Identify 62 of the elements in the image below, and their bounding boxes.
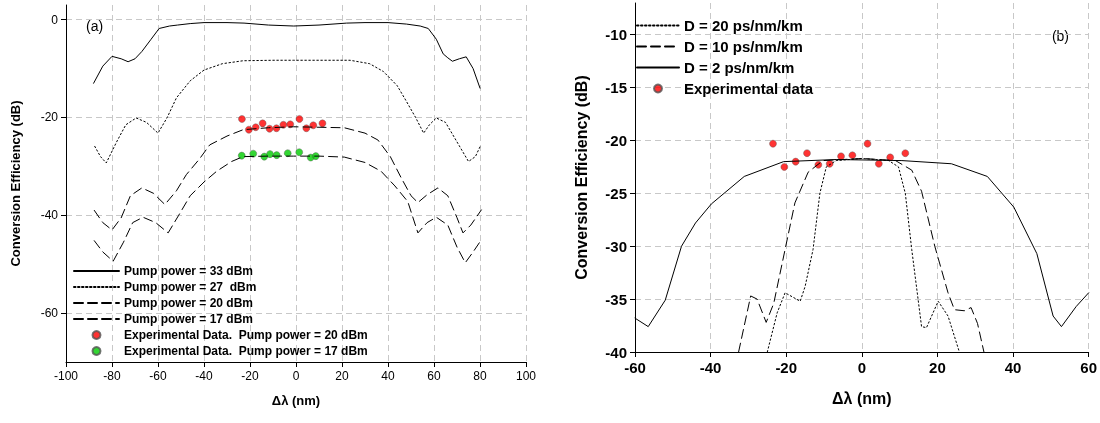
annotation: (b) bbox=[1051, 28, 1070, 44]
x-tick-label: 40 bbox=[381, 369, 395, 383]
x-tick-label: 100 bbox=[515, 369, 537, 383]
point bbox=[875, 160, 883, 168]
point bbox=[837, 152, 845, 161]
y-tick-label: -10 bbox=[605, 26, 627, 44]
x-tick-label: -60 bbox=[149, 369, 167, 383]
point bbox=[769, 139, 777, 148]
point bbox=[258, 119, 267, 128]
point bbox=[279, 121, 288, 129]
point bbox=[237, 151, 246, 160]
point bbox=[901, 149, 910, 157]
x-tick-label: 60 bbox=[427, 369, 441, 383]
x-tick-label: 0 bbox=[292, 369, 300, 383]
x-axis-title: Δλ (nm) bbox=[832, 389, 892, 407]
x-tick-label: -20 bbox=[775, 359, 798, 376]
x-tick-label: 0 bbox=[857, 359, 866, 376]
point bbox=[803, 149, 811, 157]
y-tick-label: -25 bbox=[605, 184, 627, 202]
y-tick-label: -15 bbox=[605, 79, 627, 97]
y-axis-title: Conversion Efficiency (dB) bbox=[8, 100, 23, 267]
y-tick-label: -35 bbox=[605, 290, 627, 308]
legend-label: Pump power = 33 dBm bbox=[124, 264, 254, 278]
point bbox=[249, 149, 257, 158]
x-tick-label: -40 bbox=[195, 369, 213, 383]
point bbox=[295, 115, 304, 123]
legend-label: D = 2 ps/nm/km bbox=[684, 59, 795, 76]
x-axis-title: Δλ (nm) bbox=[271, 393, 321, 408]
x-tick-label: -60 bbox=[624, 359, 646, 376]
point bbox=[848, 151, 857, 160]
legend-label: Pump power = 17 dBm bbox=[124, 312, 254, 326]
x-tick-label: 80 bbox=[473, 369, 487, 383]
legend-label: D = 10 ps/nm/km bbox=[684, 38, 803, 55]
y-tick-label: -60 bbox=[40, 306, 59, 321]
legend-label: Experimental Data. Pump power = 17 dBm bbox=[124, 344, 368, 358]
y-tick-label: -40 bbox=[605, 343, 627, 361]
legend-label: D = 20 ps/nm/km bbox=[684, 17, 803, 34]
x-tick-label: -40 bbox=[699, 359, 722, 376]
y-tick-label: 0 bbox=[51, 12, 59, 27]
y-axis-title: Conversion Efficiency (dB) bbox=[572, 75, 590, 280]
x-tick-label: 40 bbox=[1004, 359, 1022, 376]
x-tick-label: 60 bbox=[1080, 359, 1097, 376]
point bbox=[863, 139, 872, 148]
annotation: (a) bbox=[86, 18, 104, 34]
y-tick-label: -30 bbox=[605, 237, 627, 255]
y-tick-label: -40 bbox=[40, 208, 59, 223]
legend-label: Pump power = 27 dBm bbox=[124, 280, 257, 294]
point bbox=[780, 163, 789, 171]
legend-label: Experimental data bbox=[684, 80, 814, 97]
point bbox=[295, 148, 303, 156]
point bbox=[318, 119, 327, 128]
y-tick-label: -20 bbox=[605, 131, 627, 149]
x-tick-label: 20 bbox=[335, 369, 349, 383]
x-tick-label: -80 bbox=[103, 369, 121, 383]
x-tick-label: -20 bbox=[241, 369, 259, 383]
line-series bbox=[94, 59, 481, 164]
y-tick-label: -20 bbox=[40, 110, 59, 125]
x-tick-label: 20 bbox=[929, 359, 946, 376]
point bbox=[238, 115, 246, 123]
legend-label: Experimental Data. Pump power = 20 dBm bbox=[124, 328, 368, 342]
x-tick-label: -100 bbox=[53, 369, 79, 383]
legend-label: Pump power = 20 dBm bbox=[124, 296, 254, 310]
